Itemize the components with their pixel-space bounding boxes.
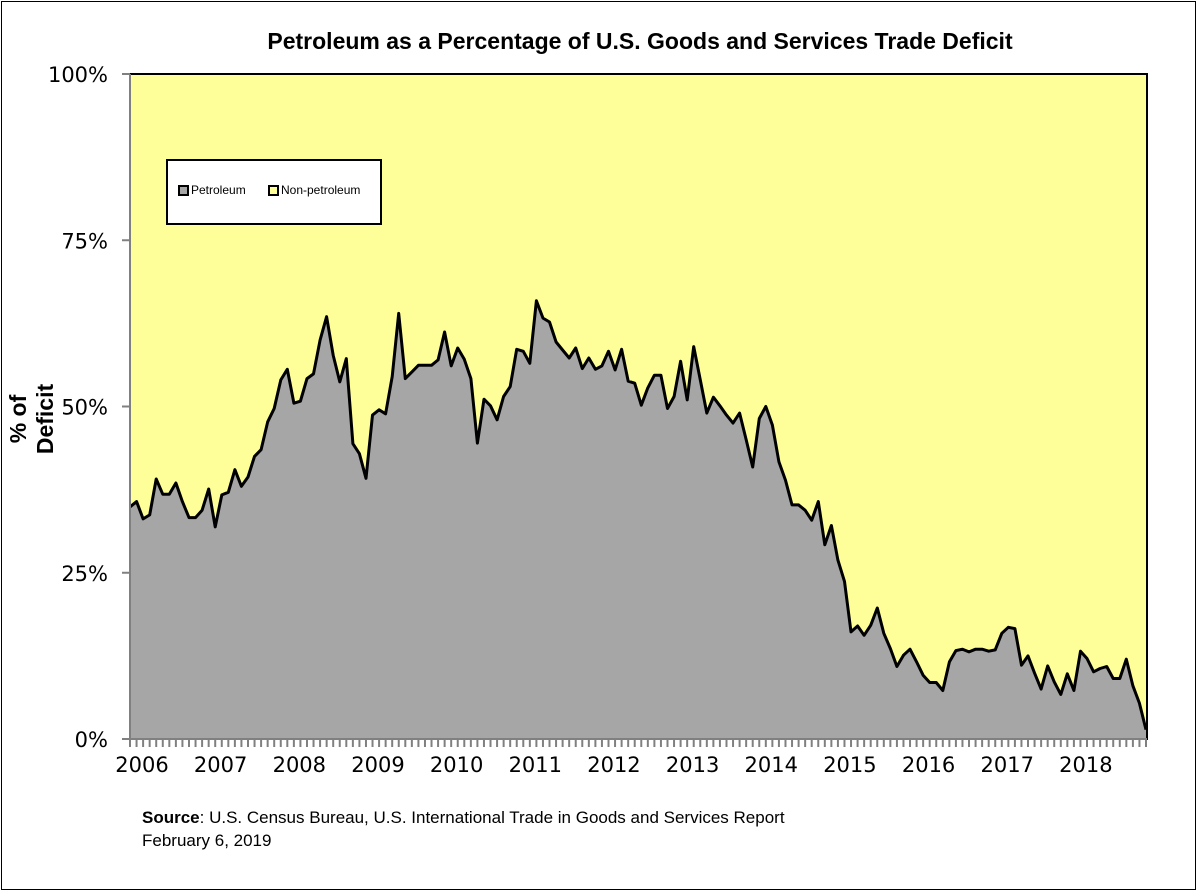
legend-label-petroleum: Petroleum xyxy=(191,183,246,197)
legend-item-non-petroleum: Non-petroleum xyxy=(268,183,360,197)
source-text: : U.S. Census Bureau, U.S. International… xyxy=(199,808,785,827)
x-tick-label: 2010 xyxy=(430,753,483,777)
source-note: Source: U.S. Census Bureau, U.S. Interna… xyxy=(142,806,785,852)
x-tick-label: 2013 xyxy=(666,753,719,777)
source-date: February 6, 2019 xyxy=(142,831,272,850)
x-tick-label: 2009 xyxy=(351,753,404,777)
legend: Petroleum Non-petroleum xyxy=(166,159,382,225)
legend-swatch-non-petroleum xyxy=(268,184,279,196)
legend-swatch-petroleum xyxy=(178,184,189,196)
line-petroleum xyxy=(129,299,1148,731)
x-tick-label: 2018 xyxy=(1059,753,1112,777)
source-label: Source xyxy=(142,808,200,827)
chart-title: Petroleum as a Percentage of U.S. Goods … xyxy=(267,28,1013,54)
y-tick-label: 0% xyxy=(75,728,108,752)
x-tick-label: 2015 xyxy=(823,753,876,777)
x-tick-label: 2006 xyxy=(115,753,168,777)
x-tick-label: 2011 xyxy=(509,753,562,777)
y-tick-label: 50% xyxy=(61,396,108,420)
y-tick-label: 100% xyxy=(48,63,108,87)
x-tick-label: 2014 xyxy=(745,753,798,777)
x-tick-label: 2012 xyxy=(587,753,640,777)
x-tick-label: 2008 xyxy=(273,753,326,777)
legend-label-non-petroleum: Non-petroleum xyxy=(281,183,361,197)
area-petroleum xyxy=(130,300,1146,739)
x-tick-label: 2016 xyxy=(902,753,955,777)
y-tick-label: 25% xyxy=(61,562,108,586)
x-tick-label: 2017 xyxy=(981,753,1034,777)
legend-item-petroleum: Petroleum xyxy=(178,183,246,197)
x-tick-label: 2007 xyxy=(194,753,247,777)
y-tick-label: 75% xyxy=(61,229,108,253)
